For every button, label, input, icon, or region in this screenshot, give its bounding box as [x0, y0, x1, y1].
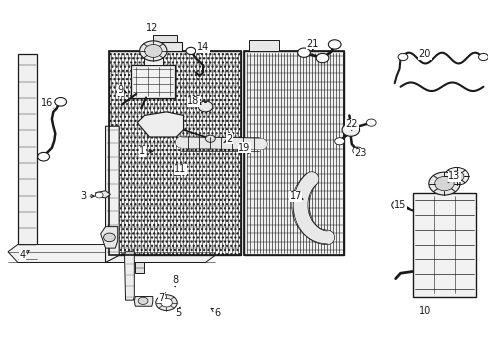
Polygon shape	[148, 42, 182, 51]
Circle shape	[38, 152, 49, 161]
Circle shape	[103, 233, 115, 242]
Circle shape	[341, 123, 359, 136]
Circle shape	[366, 119, 375, 126]
Circle shape	[397, 53, 407, 60]
Polygon shape	[18, 54, 37, 259]
Polygon shape	[244, 51, 344, 255]
Circle shape	[428, 172, 459, 195]
Text: 13: 13	[447, 171, 459, 181]
Polygon shape	[153, 36, 177, 42]
Text: 17: 17	[289, 191, 303, 201]
Text: 18: 18	[187, 96, 201, 106]
Circle shape	[328, 40, 340, 49]
Polygon shape	[96, 191, 110, 198]
Text: 2: 2	[224, 134, 232, 144]
Text: 16: 16	[41, 98, 54, 108]
Circle shape	[478, 53, 488, 60]
Circle shape	[55, 98, 66, 106]
Circle shape	[316, 53, 328, 63]
Circle shape	[448, 171, 463, 182]
Text: 20: 20	[417, 49, 430, 59]
Text: 21: 21	[306, 39, 318, 50]
Circle shape	[352, 147, 362, 154]
Polygon shape	[131, 65, 175, 98]
Text: 11: 11	[174, 164, 186, 175]
Polygon shape	[109, 51, 240, 255]
Circle shape	[198, 101, 212, 112]
Polygon shape	[135, 262, 143, 273]
Text: 5: 5	[175, 307, 182, 318]
Text: 9: 9	[117, 85, 126, 95]
Text: 3: 3	[81, 191, 94, 201]
Polygon shape	[249, 40, 278, 51]
Polygon shape	[137, 112, 183, 137]
Circle shape	[334, 138, 344, 145]
Polygon shape	[124, 252, 134, 300]
Polygon shape	[412, 193, 475, 297]
Circle shape	[185, 47, 195, 54]
Circle shape	[205, 135, 215, 142]
Circle shape	[391, 201, 404, 210]
Text: 19: 19	[238, 143, 250, 153]
Circle shape	[434, 176, 453, 191]
Circle shape	[160, 298, 172, 307]
Circle shape	[140, 41, 166, 61]
Circle shape	[95, 192, 103, 198]
Text: 7: 7	[158, 292, 165, 303]
Text: 10: 10	[418, 306, 430, 316]
Polygon shape	[143, 58, 163, 65]
Text: 22: 22	[345, 120, 357, 130]
Polygon shape	[134, 297, 153, 306]
Text: 1: 1	[139, 146, 153, 156]
Circle shape	[138, 297, 148, 305]
Circle shape	[297, 48, 310, 57]
Text: 4: 4	[20, 250, 29, 260]
Text: 8: 8	[172, 275, 178, 287]
Text: 23: 23	[354, 148, 366, 158]
Text: 14: 14	[197, 42, 209, 54]
Circle shape	[444, 167, 468, 185]
Polygon shape	[8, 244, 215, 262]
Circle shape	[156, 295, 177, 311]
Text: 12: 12	[145, 23, 158, 33]
Text: 15: 15	[393, 200, 406, 210]
Polygon shape	[101, 226, 118, 248]
Polygon shape	[105, 126, 119, 262]
Circle shape	[144, 44, 162, 57]
Text: 6: 6	[211, 308, 220, 318]
